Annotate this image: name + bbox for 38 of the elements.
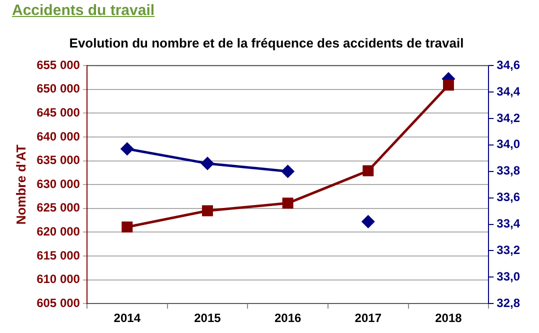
- y-tick-label: 610 000: [36, 272, 80, 286]
- x-tick-label: 2017: [354, 311, 382, 326]
- x-tick-label: 2014: [114, 311, 141, 326]
- y-tick-label: 605 000: [36, 296, 80, 310]
- point: [122, 221, 133, 232]
- chart-title: Accidents du travail: [12, 2, 155, 19]
- y-tick-label: 640 000: [36, 129, 80, 144]
- y-tick-label: 635 000: [36, 153, 80, 168]
- y2-tick-label: 33,0: [496, 269, 520, 284]
- point: [282, 198, 294, 209]
- y2-tick-label: 34,6: [496, 58, 520, 72]
- point: [442, 80, 454, 91]
- x-tick-label: 2018: [435, 311, 462, 326]
- y2-tick-label: 34,4: [496, 84, 520, 98]
- y2-tick-label: 33,4: [496, 216, 520, 231]
- y-tick-label: 655 000: [36, 58, 80, 72]
- y2-tick-label: 32,8: [496, 296, 520, 310]
- point: [282, 165, 294, 178]
- point: [120, 142, 134, 156]
- point: [362, 215, 374, 228]
- chart-subtitle: Evolution du nombre et de la fréquence des accidents de travail: [69, 35, 464, 50]
- y2-tick-label: 33,8: [496, 164, 520, 178]
- y2-tick-label: 34,2: [496, 110, 520, 125]
- point: [201, 157, 214, 170]
- point: [362, 165, 374, 176]
- y-tick-label: 650 000: [36, 82, 80, 96]
- x-tick-label: 2016: [274, 311, 302, 326]
- y-axis-title: Nombre d'AT: [13, 144, 28, 225]
- point: [202, 205, 213, 216]
- y2-tick-label: 33,6: [496, 190, 520, 204]
- y-tick-label: 645 000: [36, 106, 80, 120]
- y2-tick-label: 34,0: [496, 137, 520, 152]
- y-tick-label: 620 000: [36, 224, 80, 239]
- x-tick-label: 2015: [194, 311, 222, 326]
- y-tick-label: 630 000: [36, 176, 80, 191]
- y-tick-label: 615 000: [36, 248, 80, 262]
- y2-tick-label: 33,2: [496, 243, 520, 258]
- y-tick-label: 625 000: [36, 200, 80, 215]
